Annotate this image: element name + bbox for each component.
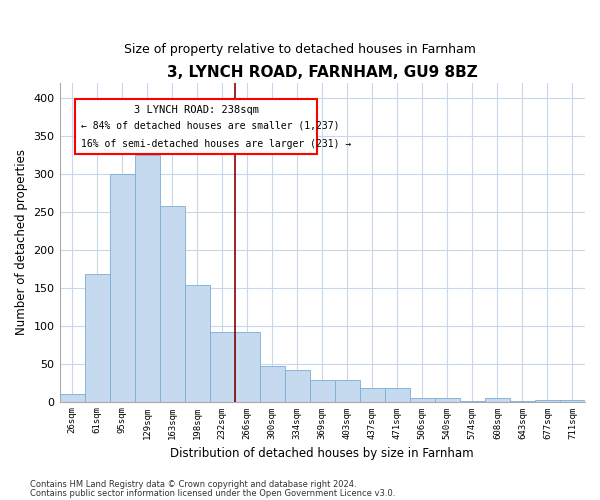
Bar [535, 400, 560, 402]
Bar [235, 332, 260, 402]
Bar [435, 398, 460, 402]
Bar [360, 388, 385, 402]
Bar [260, 366, 285, 402]
Text: Contains public sector information licensed under the Open Government Licence v3: Contains public sector information licen… [30, 490, 395, 498]
Bar [185, 286, 209, 402]
Text: Contains HM Land Registry data © Crown copyright and database right 2024.: Contains HM Land Registry data © Crown c… [30, 480, 356, 489]
Bar [560, 400, 585, 402]
Text: 3 LYNCH ROAD: 238sqm: 3 LYNCH ROAD: 238sqm [134, 105, 259, 115]
Bar [285, 370, 310, 402]
Bar [59, 394, 85, 402]
Bar [209, 332, 235, 402]
Bar [335, 380, 360, 402]
FancyBboxPatch shape [76, 98, 317, 154]
Bar [460, 401, 485, 402]
Bar [160, 206, 185, 402]
Bar [134, 154, 160, 402]
Text: ← 84% of detached houses are smaller (1,237): ← 84% of detached houses are smaller (1,… [80, 120, 339, 130]
Bar [385, 388, 410, 402]
Bar [110, 174, 134, 402]
Bar [85, 274, 110, 402]
Bar [410, 398, 435, 402]
Bar [510, 401, 535, 402]
Bar [485, 398, 510, 402]
X-axis label: Distribution of detached houses by size in Farnham: Distribution of detached houses by size … [170, 447, 474, 460]
Text: 16% of semi-detached houses are larger (231) →: 16% of semi-detached houses are larger (… [80, 140, 351, 149]
Title: 3, LYNCH ROAD, FARNHAM, GU9 8BZ: 3, LYNCH ROAD, FARNHAM, GU9 8BZ [167, 65, 478, 80]
Text: Size of property relative to detached houses in Farnham: Size of property relative to detached ho… [124, 42, 476, 56]
Y-axis label: Number of detached properties: Number of detached properties [15, 149, 28, 335]
Bar [310, 380, 335, 402]
